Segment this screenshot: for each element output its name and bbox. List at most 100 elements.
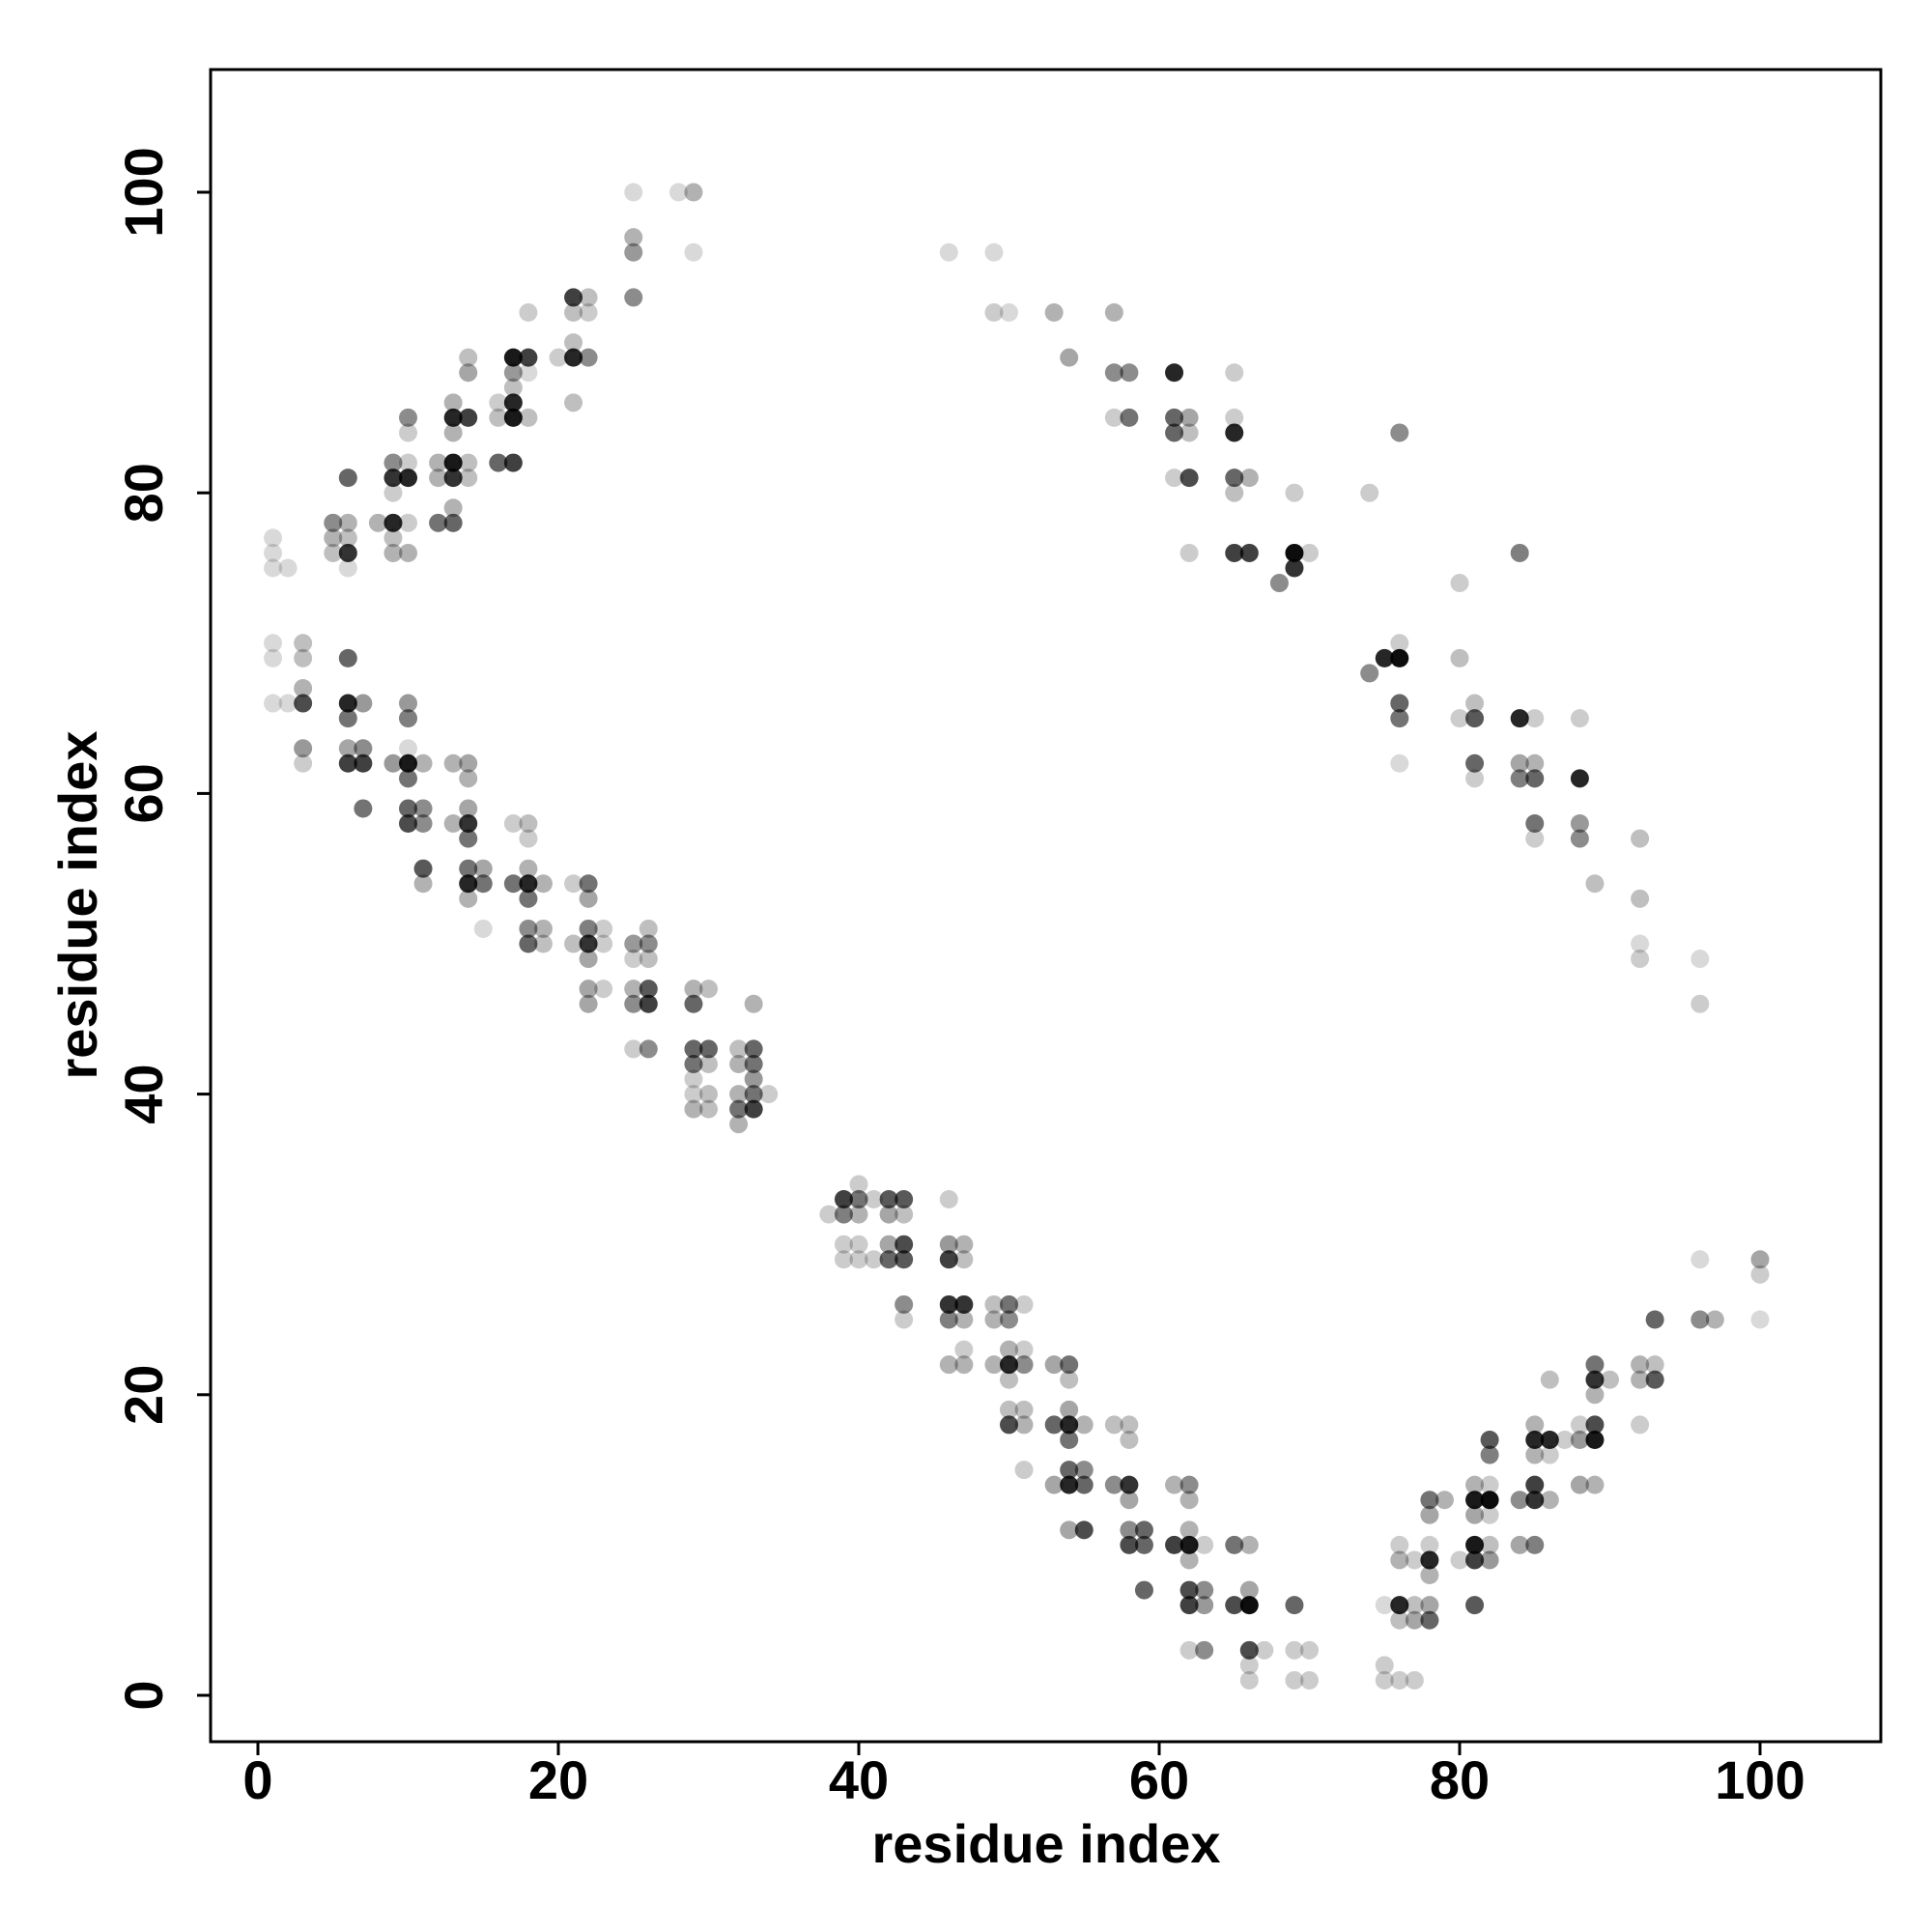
data-point (1285, 543, 1304, 562)
data-point (1165, 1475, 1184, 1494)
data-point (1104, 408, 1123, 427)
data-point (1585, 1385, 1605, 1405)
data-point (1000, 302, 1018, 322)
data-point (519, 302, 538, 322)
data-point (1375, 1670, 1394, 1690)
data-point (1060, 1355, 1079, 1375)
data-point (1120, 1430, 1139, 1449)
data-point (264, 558, 283, 578)
data-point (324, 543, 343, 562)
data-point (684, 1054, 703, 1073)
data-point (294, 694, 313, 713)
data-point (1450, 1550, 1469, 1570)
data-point (1510, 709, 1529, 728)
data-point (1585, 1370, 1605, 1389)
data-point (1585, 1355, 1605, 1375)
data-point (1179, 1491, 1199, 1510)
data-point (1134, 1520, 1153, 1540)
data-point (1480, 1535, 1499, 1554)
data-point (1690, 1310, 1710, 1329)
data-point (1225, 1535, 1244, 1554)
data-point (939, 1355, 958, 1375)
data-point (1540, 1491, 1559, 1510)
data-point (1044, 1415, 1064, 1435)
data-point (1525, 1415, 1545, 1435)
data-point (1300, 1670, 1319, 1690)
data-point (1179, 543, 1199, 562)
y-tick-label: 100 (113, 147, 174, 237)
data-point (639, 919, 658, 938)
data-point (1285, 1670, 1304, 1690)
data-point (1195, 1535, 1214, 1554)
data-point (564, 333, 583, 353)
data-point (459, 814, 478, 834)
data-point (984, 1355, 1004, 1375)
data-point (1525, 709, 1545, 728)
data-point (1225, 543, 1244, 562)
data-point (699, 1099, 718, 1119)
data-point (1390, 694, 1409, 713)
data-point (503, 453, 523, 472)
data-point (519, 859, 538, 878)
data-point (1390, 1670, 1409, 1690)
data-point (1690, 950, 1710, 969)
data-point (624, 950, 643, 969)
data-point (1525, 1475, 1545, 1494)
data-point (684, 183, 703, 202)
data-point (443, 393, 463, 412)
data-point (443, 423, 463, 442)
data-point (278, 558, 298, 578)
data-point (338, 528, 357, 548)
data-point (1480, 1475, 1499, 1494)
data-point (399, 739, 417, 758)
data-point (264, 543, 283, 562)
data-point (443, 498, 463, 518)
data-point (459, 799, 478, 818)
data-point (1570, 769, 1589, 788)
data-point (338, 753, 357, 773)
data-point (849, 1235, 868, 1254)
data-point (459, 753, 478, 773)
data-point (1465, 1596, 1485, 1615)
data-point (1570, 1430, 1589, 1449)
data-point (1390, 1535, 1409, 1554)
data-point (1195, 1640, 1214, 1660)
data-point (984, 1310, 1004, 1329)
data-point (399, 423, 417, 442)
data-point (1405, 1596, 1424, 1615)
data-point (939, 1190, 958, 1209)
data-point (1179, 1596, 1199, 1615)
data-point (1750, 1264, 1770, 1284)
data-point (1390, 709, 1409, 728)
data-point (624, 980, 643, 999)
data-point (324, 513, 343, 532)
data-point (1074, 1415, 1094, 1435)
data-point (1060, 1475, 1079, 1494)
data-point (579, 874, 598, 894)
data-point (443, 453, 463, 472)
data-point (1420, 1491, 1439, 1510)
data-point (1645, 1310, 1664, 1329)
data-point (1375, 1596, 1394, 1615)
data-point (759, 1085, 779, 1104)
data-point (368, 513, 387, 532)
y-tick-label: 60 (113, 763, 174, 823)
data-point (443, 408, 463, 427)
data-point (834, 1190, 853, 1209)
data-point (1570, 829, 1589, 848)
data-point (1060, 1400, 1079, 1419)
data-point (503, 814, 523, 834)
data-point (1390, 1596, 1409, 1615)
data-point (849, 1190, 868, 1209)
y-tick-label: 40 (113, 1064, 174, 1123)
data-point (1525, 814, 1545, 834)
data-point (1060, 1415, 1079, 1435)
data-point (1000, 1400, 1018, 1419)
data-point (624, 242, 643, 262)
data-point (1179, 1535, 1199, 1554)
data-point (1480, 1491, 1499, 1510)
data-point (954, 1294, 974, 1314)
data-point (338, 648, 357, 668)
data-point (413, 859, 433, 878)
data-point (1525, 1430, 1545, 1449)
